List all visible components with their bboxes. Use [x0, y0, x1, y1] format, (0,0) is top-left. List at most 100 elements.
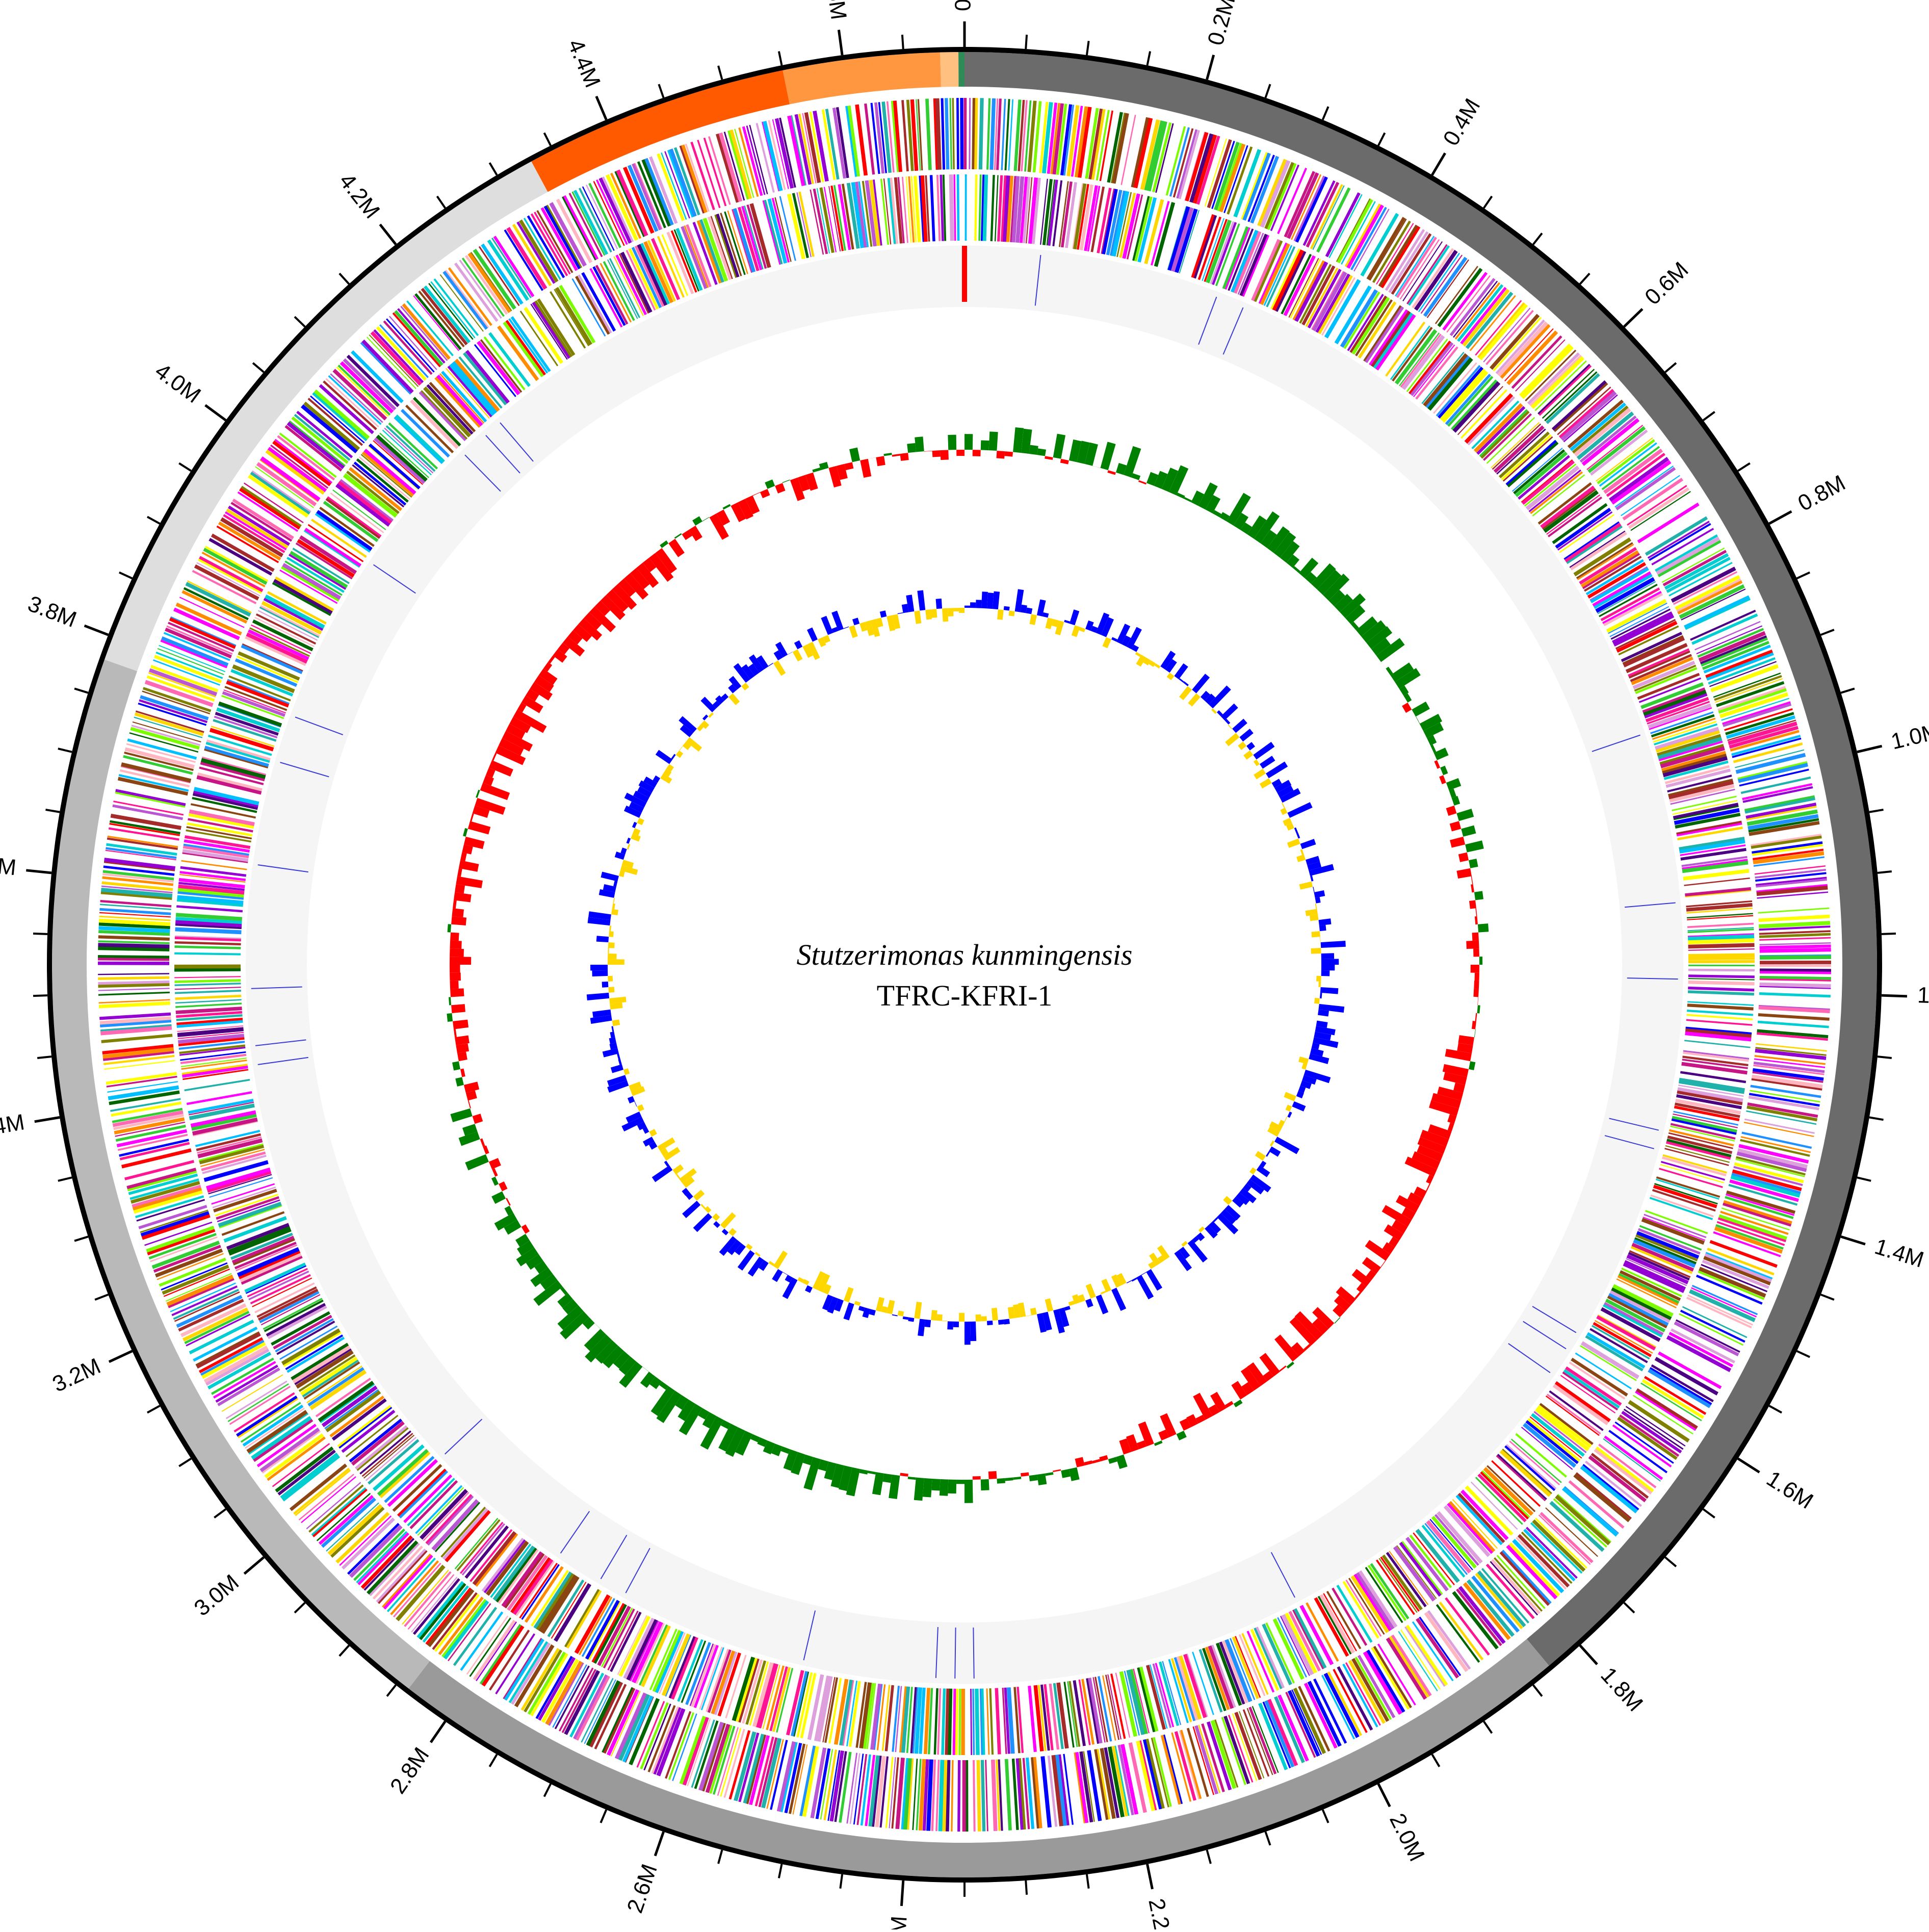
- gc-content-bar: [1450, 821, 1462, 831]
- tick-label: 4.2M: [334, 169, 384, 223]
- cds-stripe: [175, 987, 241, 989]
- tick-label: 0.8M: [1794, 470, 1849, 516]
- gc-content-bar: [1479, 957, 1482, 965]
- cds-stripe: [1527, 467, 1578, 509]
- gc-content-bar: [940, 450, 948, 460]
- minor-tick: [779, 51, 782, 65]
- cds-stripe: [1663, 1155, 1727, 1173]
- gc-content-bar: [483, 1145, 489, 1154]
- gc-content-bar: [924, 451, 932, 452]
- gc-content-bar: [464, 1081, 479, 1093]
- gc-skew-bar: [1286, 1104, 1292, 1112]
- gc-content-bar: [1475, 973, 1479, 981]
- minor-tick: [45, 810, 60, 812]
- gc-skew-bar: [611, 1064, 623, 1073]
- minor-tick: [1841, 688, 1855, 692]
- tick-label: 0.2M: [1203, 0, 1240, 48]
- gc-content-bar: [997, 1478, 1005, 1484]
- cds-stripe: [1682, 1064, 1748, 1073]
- minor-tick: [1265, 1832, 1270, 1845]
- minor-tick: [1026, 35, 1027, 49]
- cds-stripe: [946, 1689, 948, 1755]
- gc-skew-bar: [1169, 1253, 1174, 1256]
- gc-skew-bar: [1315, 897, 1321, 904]
- gc-content-bar: [964, 1480, 973, 1503]
- gc-content-bar: [1450, 837, 1465, 848]
- gc-skew-bar: [1319, 925, 1326, 931]
- cds-stripe: [175, 991, 241, 993]
- ncrna-mark: [973, 1628, 974, 1679]
- gc-skew-bar: [713, 1221, 720, 1228]
- gc-skew-bar: [1221, 704, 1238, 720]
- gc-skew-bar: [1127, 1280, 1132, 1283]
- gc-skew-bar: [914, 611, 921, 624]
- cds-stripe: [1002, 99, 1005, 170]
- gc-content-bar: [1286, 1361, 1294, 1369]
- cds-stripe: [938, 1688, 940, 1755]
- gc-content-bar: [859, 1469, 868, 1475]
- gc-content-bar: [1225, 1401, 1234, 1408]
- gc-skew-bar: [603, 1048, 619, 1057]
- gc-content-bar: [447, 1013, 453, 1022]
- gc-content-bar: [642, 1367, 649, 1372]
- cds-stripe: [944, 1760, 945, 1832]
- gc-skew-bar: [1310, 875, 1313, 882]
- gc-content-bar: [448, 924, 451, 932]
- gc-skew-bar: [1284, 1116, 1287, 1121]
- minor-tick: [340, 1645, 349, 1656]
- cds-stripe: [1670, 1333, 1733, 1366]
- gc-content-bar: [1412, 702, 1430, 717]
- gc-content-bar: [923, 1478, 932, 1498]
- gc-skew-bar: [793, 649, 803, 661]
- gc-content-bar: [1456, 868, 1472, 879]
- gc-skew-bar: [708, 712, 714, 718]
- minor-tick: [74, 1237, 88, 1241]
- gc-skew-bar: [611, 1026, 614, 1032]
- gc-skew-bar: [1270, 1141, 1274, 1147]
- gc-content-bar: [506, 1198, 511, 1205]
- gc-skew-bar: [1181, 1241, 1187, 1247]
- gc-content-bar: [492, 1168, 498, 1177]
- gc-skew-bar: [794, 640, 802, 650]
- gc-skew-bar: [1287, 802, 1312, 818]
- minor-tick: [1665, 363, 1676, 372]
- gc-skew-bar: [1228, 725, 1233, 729]
- gc-skew-bar: [628, 1096, 635, 1103]
- cds-stripe: [902, 100, 907, 171]
- gc-content-bar: [1380, 1260, 1386, 1268]
- gc-skew-bar: [728, 693, 740, 705]
- cds-stripe: [978, 1760, 979, 1832]
- cds-stripe: [1535, 361, 1586, 411]
- gc-skew-bar: [1299, 882, 1313, 890]
- gc-skew-bar: [610, 1032, 615, 1038]
- cds-stripe: [909, 176, 914, 243]
- gc-content-bar: [1446, 806, 1457, 816]
- gc-content-bar: [1446, 778, 1461, 790]
- gc-content-bar: [883, 453, 892, 456]
- cds-stripe: [1686, 1020, 1753, 1025]
- major-tick: [1738, 1459, 1759, 1473]
- minor-tick: [295, 317, 305, 326]
- tick-label: 1.4M: [1872, 1234, 1927, 1273]
- gc-content-bar: [1449, 789, 1456, 798]
- gc-content-bar: [1053, 434, 1065, 459]
- gc-skew-bar: [652, 1165, 673, 1182]
- gc-skew-bar: [1064, 1306, 1071, 1311]
- gc-skew-bar: [1321, 970, 1330, 976]
- gc-content-bar: [932, 450, 941, 457]
- gc-content-bar: [900, 1473, 908, 1477]
- gc-content-bar: [1465, 840, 1484, 852]
- gc-content-bar: [1469, 1061, 1475, 1070]
- cds-stripe: [1173, 208, 1192, 272]
- gc-skew-bar: [1280, 808, 1287, 815]
- gc-content-bar: [450, 948, 464, 957]
- gc-content-bar: [470, 813, 474, 821]
- gc-skew-bar: [649, 1129, 657, 1137]
- cds-stripe: [1660, 1165, 1724, 1183]
- cds-stripe: [1759, 934, 1831, 937]
- cds-stripe: [1688, 955, 1755, 956]
- gc-content-bar: [1473, 948, 1479, 957]
- gc-content-bar: [1474, 981, 1479, 989]
- gc-content-bar: [868, 457, 876, 459]
- gc-content-bar: [1060, 459, 1069, 465]
